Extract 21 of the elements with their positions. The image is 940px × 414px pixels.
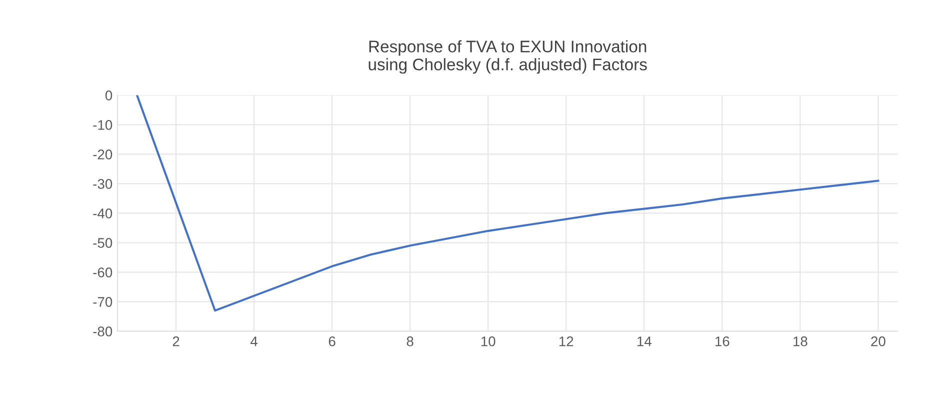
x-tick-label: 16 — [715, 336, 730, 346]
y-tick-label: -80 — [93, 326, 112, 336]
y-tick-label: -20 — [93, 150, 112, 160]
y-tick-label: 0 — [105, 90, 112, 100]
chart-title: Response of TVA to EXUN Innovation using Cholesky (d.f. adjusted) Factors — [368, 40, 647, 74]
line-series — [136, 95, 880, 312]
y-tick-label: -50 — [93, 238, 112, 248]
x-tick-label: 8 — [406, 336, 414, 346]
x-tick-label: 6 — [328, 336, 336, 346]
y-tick-label: -30 — [93, 179, 112, 189]
y-tick-label: -10 — [93, 120, 112, 130]
x-tick-label: 4 — [250, 336, 258, 346]
x-tick-label: 12 — [559, 336, 574, 346]
y-tick-label: -40 — [93, 208, 112, 218]
x-tick-label: 2 — [172, 336, 180, 346]
x-tick-label: 18 — [794, 336, 808, 346]
x-tick-label: 20 — [871, 336, 886, 346]
y-tick-label: -60 — [93, 268, 112, 278]
x-tick-label: 14 — [637, 336, 652, 346]
y-tick-label: -70 — [93, 297, 112, 307]
x-tick-label: 10 — [481, 336, 496, 346]
